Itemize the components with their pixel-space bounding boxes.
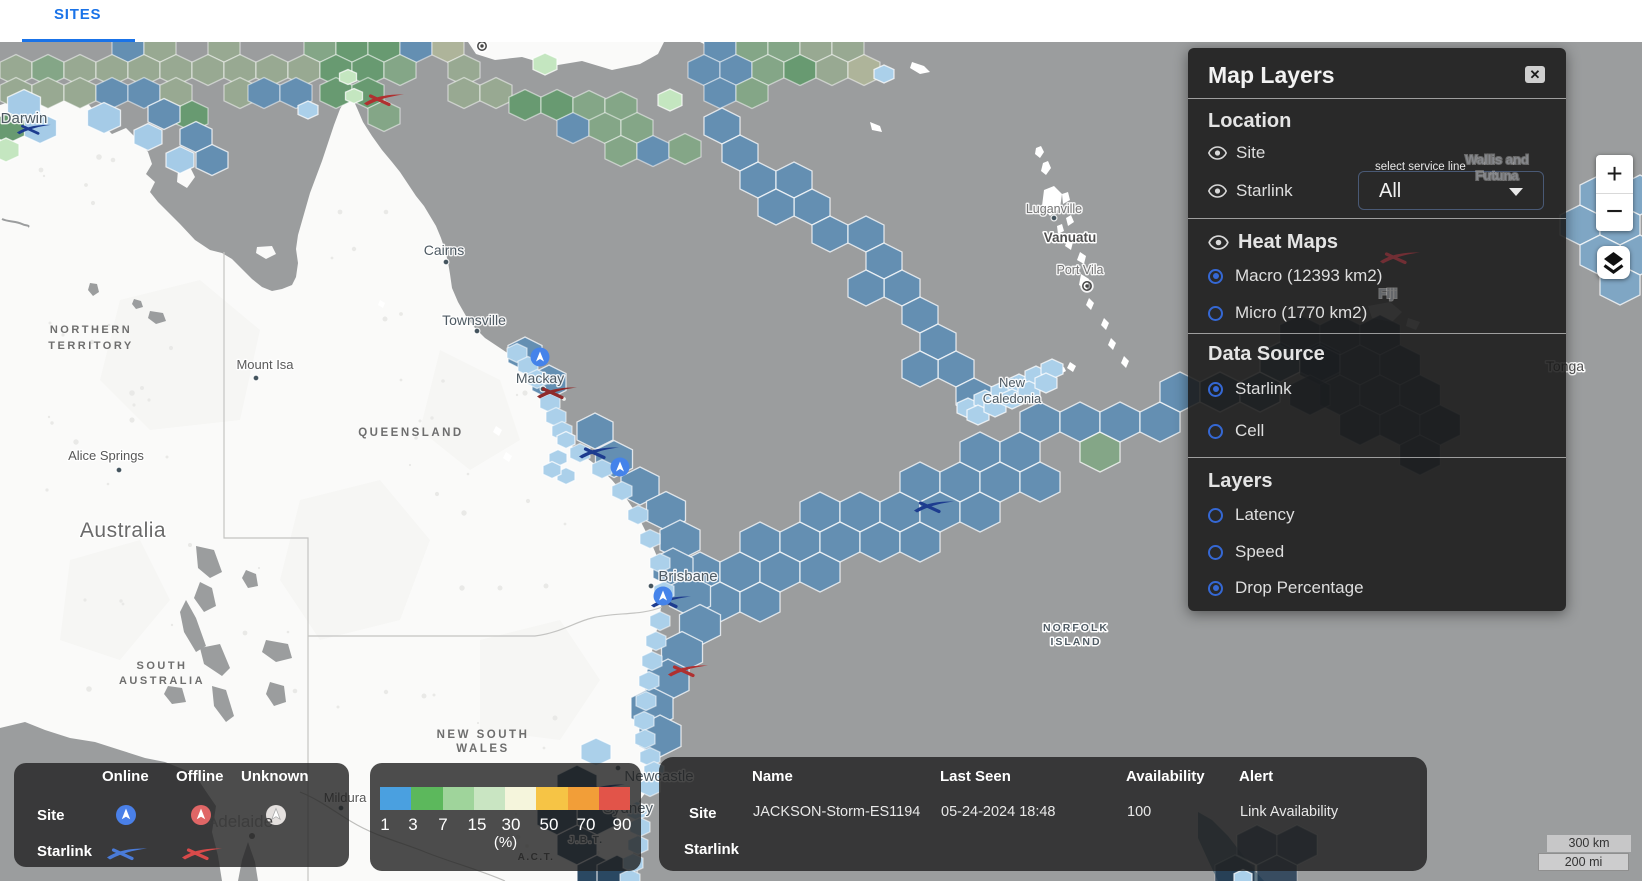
- svg-text:NORFOLK: NORFOLK: [1043, 622, 1109, 634]
- svg-text:Alice Springs: Alice Springs: [68, 448, 144, 463]
- svg-text:Vanuatu: Vanuatu: [1044, 230, 1097, 245]
- svg-text:Townsville: Townsville: [442, 312, 506, 328]
- svg-text:Mount Isa: Mount Isa: [236, 357, 294, 372]
- svg-text:Darwin: Darwin: [1, 110, 48, 127]
- svg-text:Brisbane: Brisbane: [658, 568, 717, 585]
- svg-text:WALES: WALES: [456, 743, 509, 755]
- svg-text:AUSTRALIA: AUSTRALIA: [119, 675, 205, 687]
- svg-text:NORTHERN: NORTHERN: [50, 324, 132, 336]
- svg-text:ISLAND: ISLAND: [1050, 636, 1101, 648]
- svg-text:NEW SOUTH: NEW SOUTH: [437, 729, 530, 741]
- svg-text:QUEENSLAND: QUEENSLAND: [358, 427, 464, 439]
- svg-text:SOUTH: SOUTH: [137, 660, 188, 672]
- svg-text:Caledonia: Caledonia: [983, 391, 1042, 406]
- svg-text:TERRITORY: TERRITORY: [48, 340, 133, 352]
- svg-text:Cairns: Cairns: [424, 242, 464, 258]
- svg-text:Luganville: Luganville: [1026, 202, 1082, 216]
- svg-text:Mackay: Mackay: [516, 370, 564, 386]
- svg-text:New: New: [999, 375, 1026, 390]
- svg-text:Australia: Australia: [80, 519, 166, 542]
- svg-text:Port Vila: Port Vila: [1056, 263, 1103, 277]
